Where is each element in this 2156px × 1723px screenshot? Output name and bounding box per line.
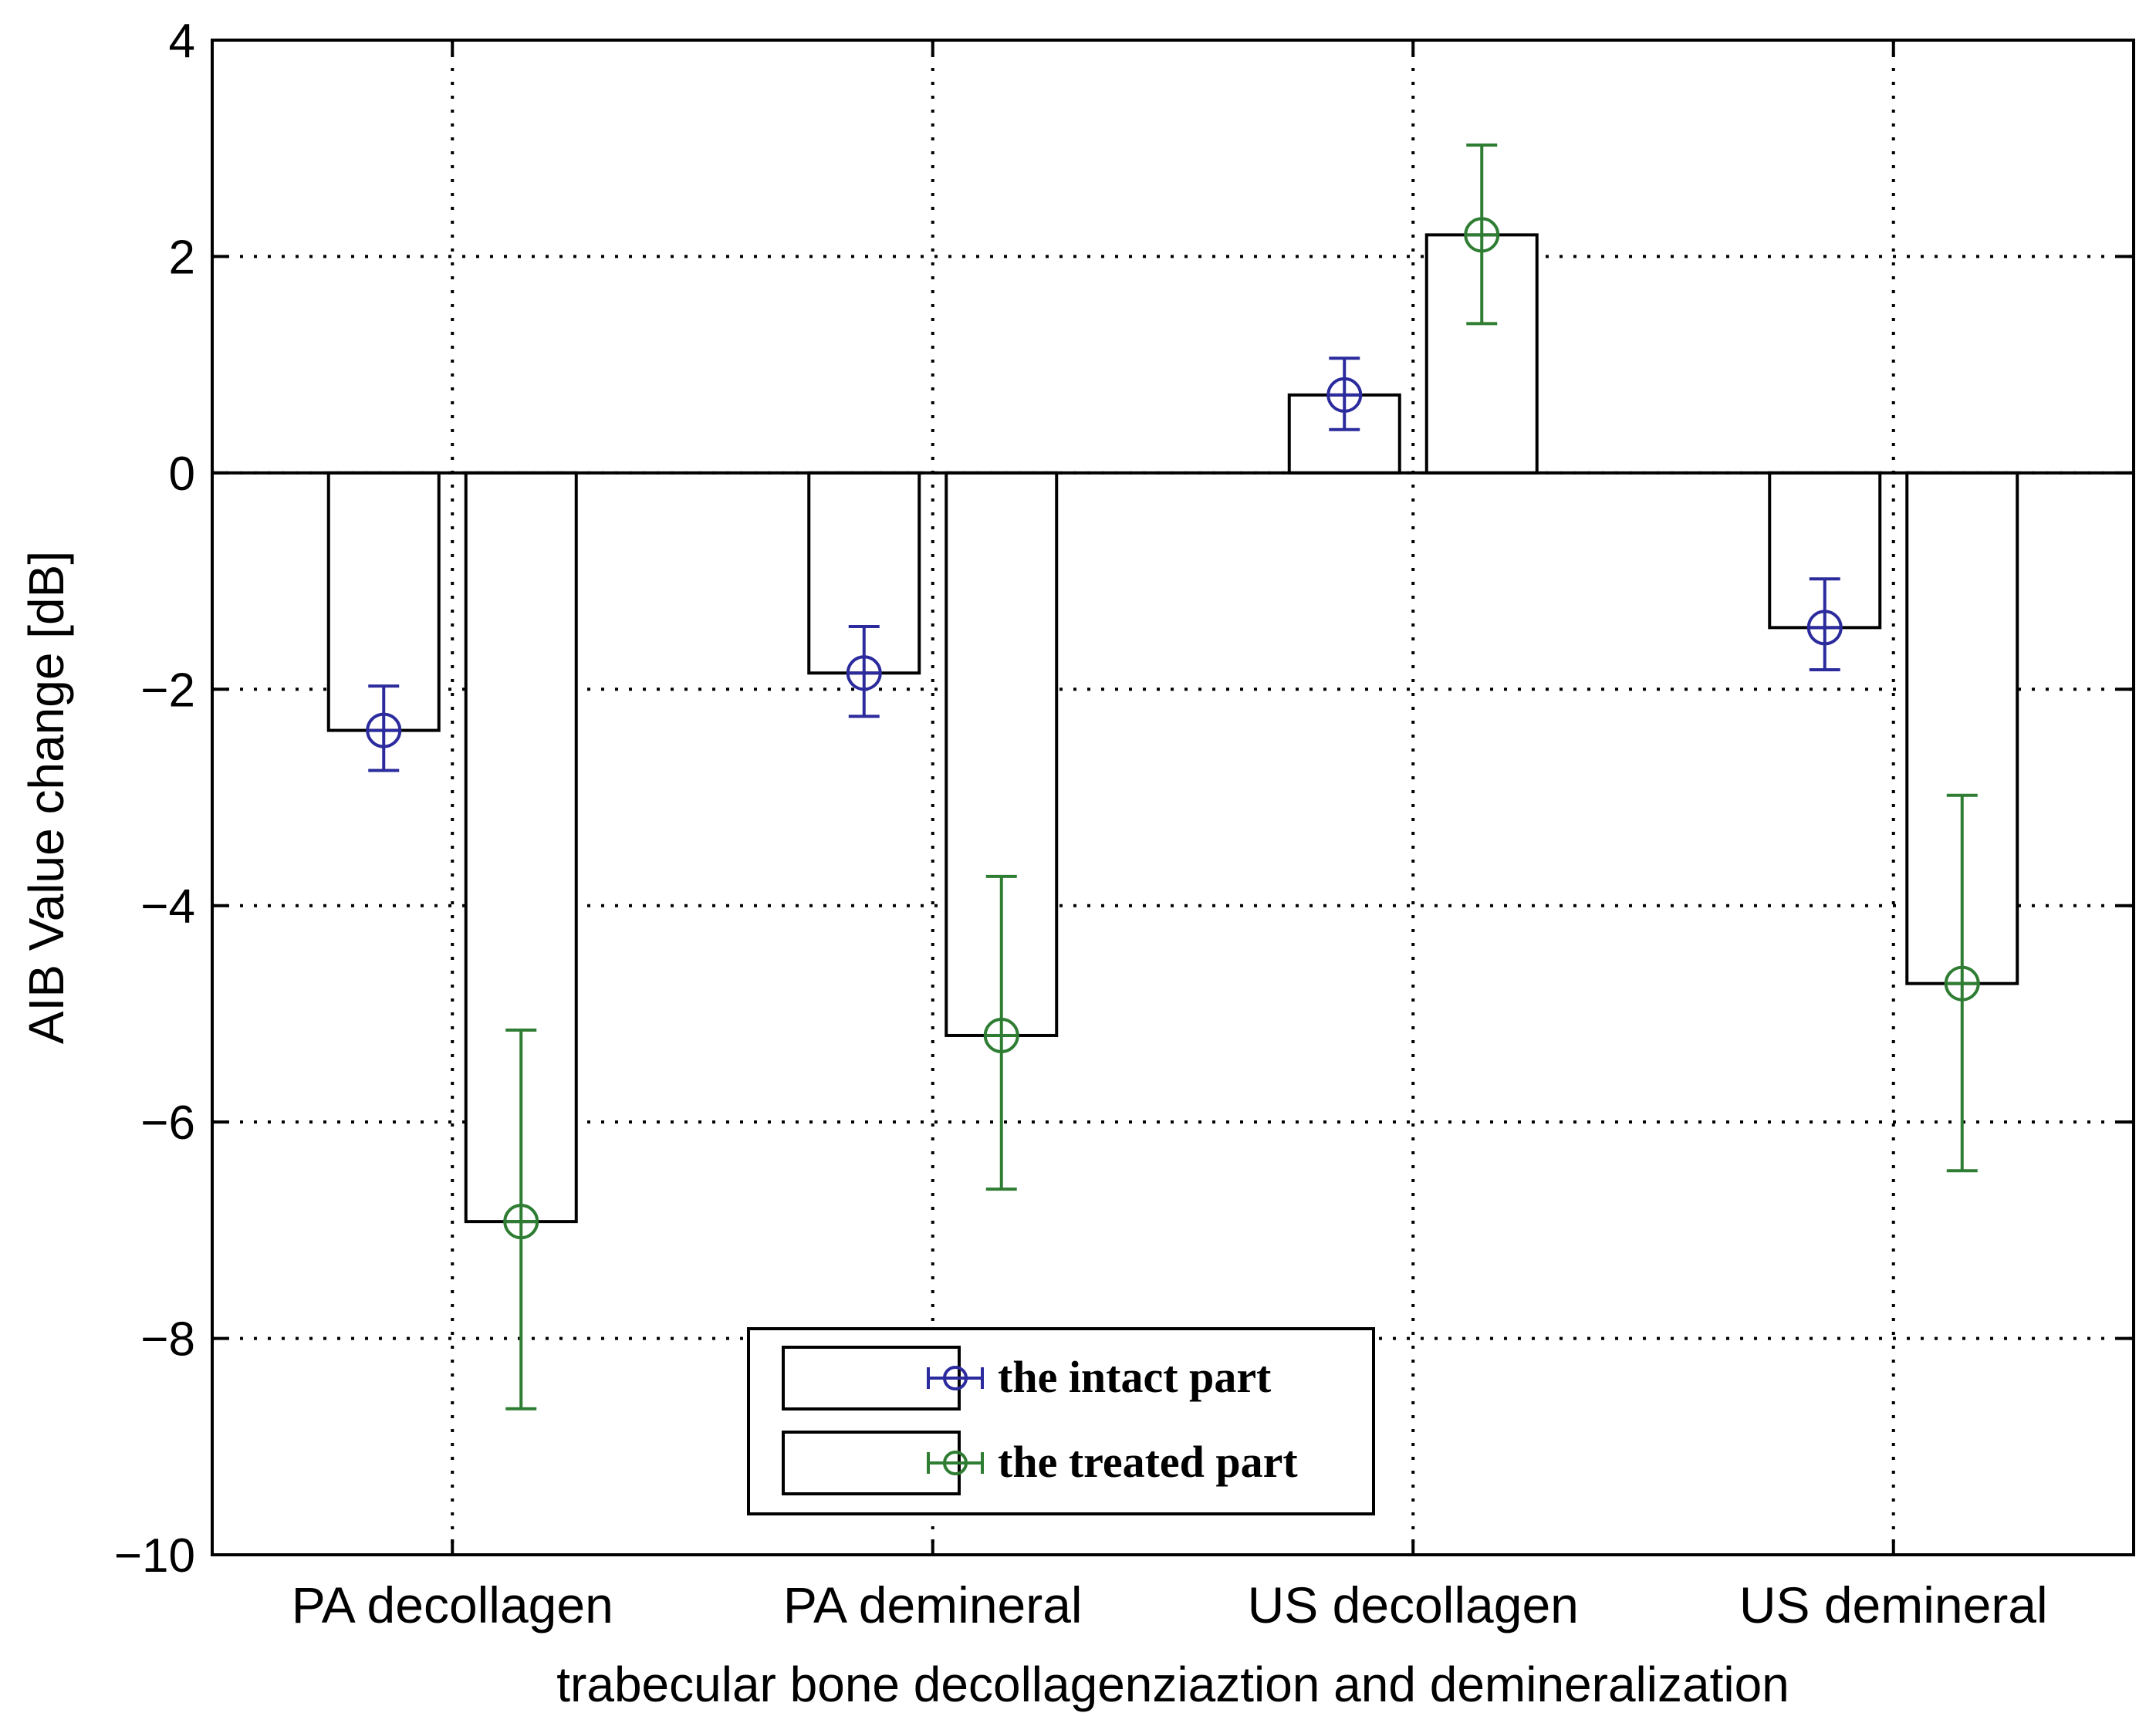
y-tick-label: −6 <box>140 1096 195 1150</box>
legend: the intact part the treated part <box>747 1327 1375 1515</box>
legend-label: the intact part <box>998 1352 1272 1402</box>
y-tick-label: 0 <box>169 448 195 501</box>
x-tick-label: US decollagen <box>1248 1576 1579 1633</box>
axis-ticks: 4 2 0 −2 −4 −6 −8 −10 PA decollagen PA demineral U… <box>114 15 2134 1633</box>
y-tick-label: 4 <box>169 15 195 68</box>
legend-marker <box>943 1366 968 1390</box>
y-axis-label: AIB Value change [dB] <box>19 551 74 1044</box>
bar-treated <box>945 471 1059 1037</box>
legend-label: the treated part <box>998 1437 1298 1487</box>
x-tick-label: US demineral <box>1739 1576 2048 1633</box>
legend-entries: the intact part the treated part <box>782 1346 1298 1495</box>
y-tick-label: −2 <box>140 664 195 717</box>
y-tick-label: −8 <box>140 1313 195 1367</box>
legend-swatch <box>782 1346 961 1410</box>
y-tick-label: −10 <box>114 1529 195 1583</box>
legend-marker <box>943 1451 968 1475</box>
bars <box>326 233 2019 1224</box>
x-tick-label: PA decollagen <box>292 1576 613 1633</box>
error-bars <box>366 144 1980 1410</box>
x-tick-label: PA demineral <box>783 1576 1083 1633</box>
plot-frame <box>211 39 2135 1556</box>
x-axis-label: trabecular bone decollagenziaztion and d… <box>556 1657 1789 1712</box>
y-tick-label: −4 <box>140 880 195 934</box>
y-tick-label: 2 <box>169 231 195 284</box>
